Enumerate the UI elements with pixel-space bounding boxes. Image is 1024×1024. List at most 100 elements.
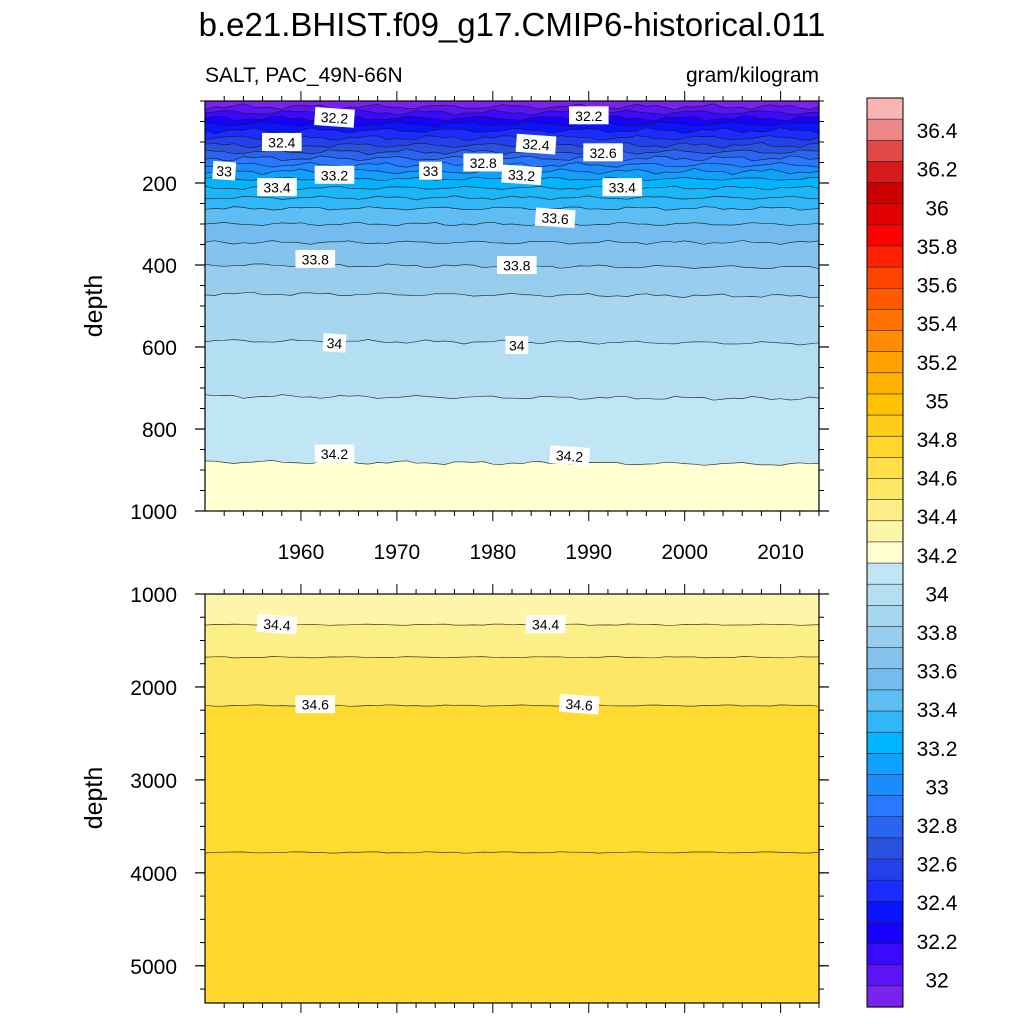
contour-label-text: 33: [216, 163, 233, 180]
contour-label-text: 34.4: [263, 616, 292, 634]
contour-label-bg: [549, 445, 590, 466]
upper-contour-line: [205, 148, 819, 156]
contour-label-text: 34.4: [532, 617, 559, 633]
contour-label: 33.8: [295, 249, 336, 268]
lower-contour-line: [205, 656, 819, 659]
colorbar-swatch: [866, 97, 904, 120]
colorbar-label: 33.8: [917, 622, 958, 645]
colorbar-label: 32.6: [917, 854, 958, 877]
y-tick-label: 4000: [130, 863, 177, 886]
y-tick-label: 1000: [130, 501, 177, 524]
contour-label-bg: [256, 613, 298, 635]
x-tick-label: 2010: [757, 541, 804, 564]
contour-label: 32.2: [314, 107, 355, 128]
contour-label-bg: [314, 444, 355, 463]
colorbar-label: 33: [925, 776, 948, 799]
colorbar: 36.4 36.2 36 35.8 35.6 35.4 35.2 35 34.8 34.6 34.4…: [866, 97, 958, 1008]
contour-label-text: 33.4: [609, 180, 636, 196]
upper-contour-line: [205, 109, 819, 116]
colorbar-swatch: [866, 541, 904, 564]
colorbar-label: 34.2: [917, 545, 958, 568]
contour-label: 34: [322, 333, 347, 353]
colorbar-label: 33.4: [917, 699, 958, 722]
colorbar-label: 35.6: [917, 275, 958, 298]
colorbar-swatch: [866, 710, 904, 733]
contour-label: 33: [419, 161, 442, 180]
colorbar-label: 35.4: [917, 313, 958, 336]
colorbar-swatch: [866, 795, 904, 818]
contour-label-bg: [295, 249, 336, 268]
upper-contour-line: [205, 155, 819, 162]
contour-label-text: 33.8: [503, 258, 530, 274]
contour-label-bg: [212, 160, 237, 181]
colorbar-swatch: [866, 457, 904, 480]
chart-title: b.e21.BHIST.f09_g17.CMIP6-historical.011: [199, 6, 826, 43]
lower-ylabel: depth: [80, 767, 108, 830]
colorbar-label: 33.2: [917, 738, 958, 761]
upper-contour-line: [205, 394, 819, 401]
colorbar-swatch: [866, 330, 904, 353]
lower-panel: 34.4 34.4 34.6 34.6 1000 2000 3000 4000 5000 de…: [80, 584, 829, 1013]
contour-label-bg: [322, 333, 347, 353]
contour-label: 32.4: [262, 133, 302, 151]
colorbar-swatch: [866, 731, 904, 754]
contour-label-text: 34.2: [555, 447, 584, 465]
colorbar-label: 34.6: [917, 468, 958, 491]
colorbar-swatch: [866, 774, 904, 797]
colorbar-swatch: [866, 964, 904, 987]
colorbar-swatch: [866, 858, 904, 881]
contour-label-bg: [558, 693, 600, 715]
y-tick-label: 1000: [130, 584, 177, 607]
contour-label-bg: [497, 256, 537, 274]
colorbar-swatch: [866, 499, 904, 522]
contour-label: 32.6: [583, 143, 623, 162]
x-tick-label: 1980: [469, 541, 516, 564]
contour-label-text: 33.8: [302, 251, 329, 267]
contour-label-bg: [525, 615, 566, 634]
upper-contour-line: [205, 291, 819, 299]
contour-label-bg: [314, 107, 355, 128]
contour-label-text: 32.6: [589, 145, 616, 161]
colorbar-swatch: [866, 478, 904, 501]
upper-contour-line: [205, 103, 819, 111]
lower-fill-band: [205, 851, 819, 1003]
upper-contour-line: [205, 161, 819, 169]
colorbar-label: 32.4: [917, 892, 958, 915]
contour-label-bg: [534, 207, 576, 229]
contour-label-bg: [314, 165, 355, 184]
contour-label-bg: [501, 164, 542, 186]
contour-label-text: 32.2: [320, 109, 349, 127]
contour-label-bg: [505, 335, 529, 354]
contour-label: 34.4: [525, 615, 566, 634]
contour-label: 34.4: [256, 613, 298, 635]
colorbar-swatch: [866, 351, 904, 374]
contour-label-bg: [295, 695, 336, 714]
upper-contour-line: [205, 460, 819, 466]
upper-contour-line: [205, 185, 819, 191]
contour-label-text: 34.2: [321, 446, 348, 462]
contour-label: 34.2: [549, 445, 590, 466]
contour-label-text: 33.4: [263, 180, 290, 196]
upper-contour-line: [205, 142, 819, 149]
contour-label: 33: [212, 160, 237, 181]
colorbar-label: 32.2: [917, 931, 958, 954]
contour-label: 33.2: [501, 164, 542, 186]
upper-contour-line: [205, 195, 819, 201]
lower-contour-line: [205, 623, 819, 626]
colorbar-swatch: [866, 245, 904, 268]
contour-label-text: 33.2: [507, 166, 536, 184]
x-tick-label: 1970: [374, 541, 421, 564]
upper-contour-line: [205, 221, 819, 227]
colorbar-swatch: [866, 753, 904, 776]
contour-label-bg: [569, 106, 609, 125]
colorbar-swatch: [866, 393, 904, 416]
colorbar-swatch: [866, 943, 904, 966]
contour-label: 34: [505, 335, 529, 354]
contour-label-text: 34: [326, 335, 343, 352]
contour-label: 33.8: [497, 256, 537, 274]
colorbar-swatch: [866, 224, 904, 247]
colorbar-swatch: [866, 562, 904, 585]
contour-label-bg: [262, 133, 302, 151]
colorbar-label: 33.6: [917, 661, 958, 684]
contour-label-text: 33.2: [321, 167, 348, 183]
